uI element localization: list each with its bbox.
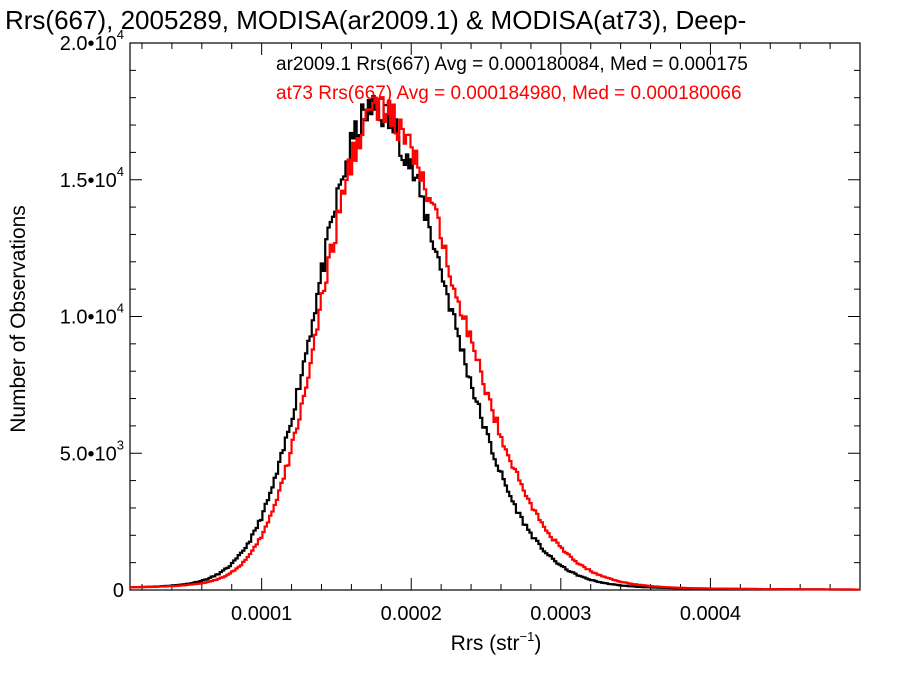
x-axis-label-sup: −1	[520, 629, 535, 644]
x-axis-label: Rrs (str−1)	[451, 629, 542, 655]
y-tick-label: 2.0•104	[60, 27, 124, 55]
y-tick-mantissa: 0	[113, 580, 124, 602]
plot-frame	[129, 42, 861, 591]
chart-title: Rrs(667), 2005289, MODISA(ar2009.1) & MO…	[5, 5, 746, 35]
y-tick-mantissa: 1.5•10	[60, 170, 117, 192]
y-axis-label: Number of Observations	[7, 205, 30, 433]
y-tick-mantissa: 1.0•10	[60, 307, 117, 329]
y-tick-label: 5.0•103	[60, 437, 124, 465]
y-tick-label: 1.0•104	[60, 301, 124, 329]
series-line-ar2009	[130, 94, 860, 591]
x-axis-label-main: Rrs (str	[451, 632, 520, 655]
x-tick-label: 0.0002	[381, 603, 442, 625]
y-tick-exponent: 3	[117, 437, 124, 452]
legend-entry-red: at73 Rrs(667) Avg = 0.000184980, Med = 0…	[276, 83, 742, 104]
y-tick-exponent: 4	[117, 301, 124, 316]
plot-axes: 0.0001 0.0002 0.0003 0.000405.0•1031.0•1041…	[60, 27, 861, 625]
y-tick-label: 0	[113, 580, 124, 602]
y-tick-label: 1.5•104	[60, 164, 124, 192]
y-tick-exponent: 4	[117, 164, 124, 179]
x-axis-label-suffix: )	[534, 632, 541, 655]
series-line-at73	[130, 96, 861, 591]
x-tick-label: 0.0004	[680, 603, 741, 625]
x-tick-label: 0.0001	[231, 603, 292, 625]
series-layer	[130, 94, 861, 591]
y-tick-mantissa: 5.0•10	[60, 443, 117, 465]
x-tick-label: 0.0003	[530, 603, 591, 625]
y-tick-mantissa: 2.0•10	[60, 33, 117, 55]
y-tick-exponent: 4	[117, 27, 124, 42]
legend-entry-black: ar2009.1 Rrs(667) Avg = 0.000180084, Med…	[276, 54, 748, 75]
